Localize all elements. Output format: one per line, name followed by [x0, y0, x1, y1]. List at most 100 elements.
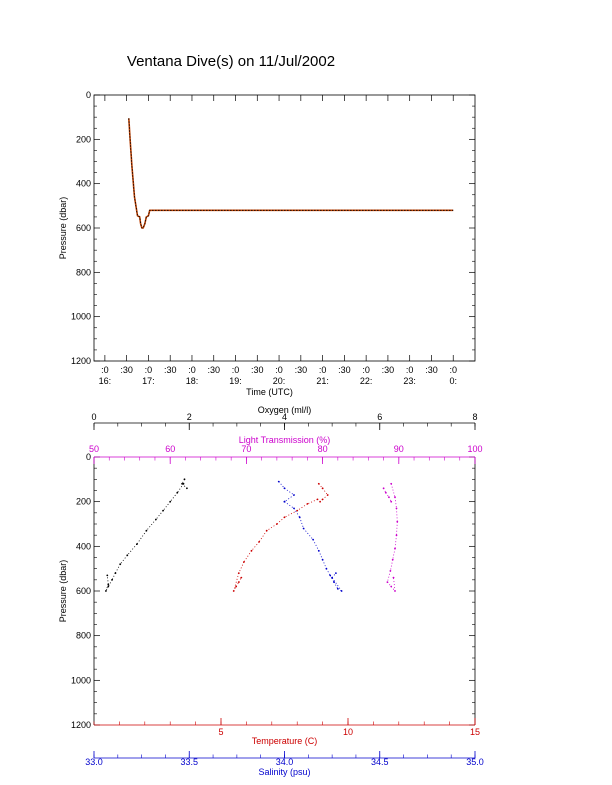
plot1-y-axis-label: Pressure (dbar): [58, 197, 68, 260]
plot1-y-tick-label: 0: [86, 90, 91, 100]
oxygen-profile-segment: [169, 492, 178, 502]
temperature-point: [240, 576, 243, 579]
plot2-y-tick-label: 400: [76, 541, 91, 551]
salinity-point: [335, 572, 337, 574]
plot1-y-tick-label: 600: [76, 223, 91, 233]
profile-plot: 0 200 400 600 800 1000 1200 Pressure (dbar) 0 2 4 6…: [58, 405, 484, 777]
temperature-profile-segment: [238, 577, 242, 583]
transmission-tick-label: 70: [241, 444, 251, 454]
plot1-x-tick-label-minutes: :0: [362, 365, 370, 375]
temperature-profile-segment: [284, 510, 298, 518]
plot1-x-tick-label-minutes: :30: [382, 365, 395, 375]
salinity-profile-segment: [293, 508, 301, 518]
salinity-profile-segment: [284, 487, 295, 496]
oxygen-profile-segment: [162, 501, 171, 511]
plot1-x-axis-label: Time (UTC): [246, 387, 293, 397]
plot1-x-tick-label-minutes: :0: [188, 365, 196, 375]
temperature-profile-segment: [307, 499, 318, 505]
salinity-axis-label: Salinity (psu): [258, 767, 310, 777]
transmission-profile-segment: [396, 508, 398, 522]
transmission-profile-segment: [388, 497, 392, 502]
plot2-y-axis-label: Pressure (dbar): [58, 560, 68, 623]
salinity-tick-label: 33.5: [180, 757, 198, 767]
plot2-y-tick-label: 1200: [71, 720, 91, 730]
chart-title: Ventana Dive(s) on 11/Jul/2002: [127, 53, 335, 70]
transmission-profile-segment: [390, 586, 396, 592]
transmission-profile-segment: [392, 548, 396, 560]
salinity-tick-label: 35.0: [466, 757, 484, 767]
oxygen-profile-segment: [136, 530, 147, 545]
oxygen-profile-segment: [111, 572, 116, 580]
transmission-tick-label: 60: [165, 444, 175, 454]
plot2-y-tick-label: 200: [76, 497, 91, 507]
oxygen-tick-label: 0: [91, 412, 96, 422]
temperature-profile-segment: [251, 541, 260, 552]
transmission-profile-segment: [383, 488, 387, 493]
salinity-tick-label: 34.5: [371, 757, 389, 767]
pressure-time-plot: 020040060080010001200:016::30:017::30:01…: [58, 90, 476, 397]
plot1-x-tick-label-minutes: :30: [207, 365, 220, 375]
salinity-profile-segment: [318, 550, 323, 560]
plot1-x-tick-label-minutes: :30: [251, 365, 264, 375]
temperature-axis-label: Temperature (C): [252, 736, 318, 746]
plot1-x-tick-label-hour: 16:: [99, 376, 112, 386]
plot1-y-tick-label: 1200: [71, 356, 91, 366]
oxygen-profile-segment: [176, 483, 184, 493]
oxygen-profile-segment: [126, 543, 138, 556]
plot1-x-tick-label-minutes: :0: [101, 365, 109, 375]
salinity-profile-segment: [322, 559, 327, 569]
salinity-profile-segment: [303, 528, 314, 540]
transmission-profile-segment: [387, 570, 391, 583]
oxygen-point: [186, 487, 188, 490]
temperature-profile-segment: [318, 483, 323, 489]
temperature-profile-segment: [266, 523, 278, 532]
plot1-x-tick-label-minutes: :0: [232, 365, 240, 375]
transmission-tick-label: 90: [394, 444, 404, 454]
salinity-point: [283, 500, 286, 503]
temperature-tick-label: 10: [343, 727, 353, 737]
oxygen-profile-segment: [115, 564, 121, 574]
oxygen-profile-segment: [146, 519, 157, 531]
temperature-tick-label: 15: [470, 727, 480, 737]
plot1-x-tick-label-minutes: :30: [164, 365, 177, 375]
temperature-profile-segment: [243, 550, 252, 563]
transmission-profile-segment: [393, 577, 396, 592]
plot2-y-tick-label: 600: [76, 586, 91, 596]
oxygen-profile-segment: [105, 586, 109, 592]
plot2-y-tick-label: 0: [86, 452, 91, 462]
plot1-x-tick-label-hour: 17:: [142, 376, 155, 386]
salinity-tick-label: 34.0: [276, 757, 294, 767]
temperature-profile-segment: [238, 561, 245, 574]
salinity-profile-segment: [333, 581, 339, 589]
plot1-x-tick-label-minutes: :30: [295, 365, 308, 375]
temperature-profile-segment: [322, 488, 329, 496]
transmission-tick-label: 80: [318, 444, 328, 454]
oxygen-axis-label: Oxygen (ml/l): [258, 405, 312, 415]
oxygen-profile-segment: [181, 483, 188, 489]
plot2-y-tick-label: 800: [76, 631, 91, 641]
transmission-profile-segment: [394, 497, 397, 509]
oxygen-tick-label: 8: [472, 412, 477, 422]
plot1-x-tick-label-hour: 18:: [186, 376, 199, 386]
pressure-trace: [128, 118, 454, 229]
salinity-profile-segment: [284, 494, 295, 503]
plot2-y-tick-label: 1000: [71, 675, 91, 685]
oxygen-profile-segment: [105, 584, 109, 592]
transmission-profile-segment: [385, 492, 390, 498]
plot1-y-tick-label: 1000: [71, 312, 91, 322]
oxygen-tick-label: 4: [282, 412, 287, 422]
transmission-profile-segment: [396, 521, 398, 536]
transmission-point: [396, 520, 399, 523]
temperature-profile-segment: [296, 503, 308, 511]
transmission-axis-label: Light Transmission (%): [239, 435, 331, 445]
plot1-x-tick-label-minutes: :30: [425, 365, 438, 375]
transmission-profile-segment: [390, 483, 396, 498]
salinity-profile-segment: [331, 572, 337, 578]
transmission-tick-label: 100: [467, 444, 482, 454]
plot1-y-tick-label: 400: [76, 179, 91, 189]
oxygen-profile-segment: [155, 510, 164, 520]
plot1-x-tick-label-hour: 19:: [229, 376, 242, 386]
plot1-x-tick-label-hour: 21:: [316, 376, 329, 386]
temperature-tick-label: 5: [218, 727, 223, 737]
plot1-x-tick-label-hour: 23:: [403, 376, 416, 386]
